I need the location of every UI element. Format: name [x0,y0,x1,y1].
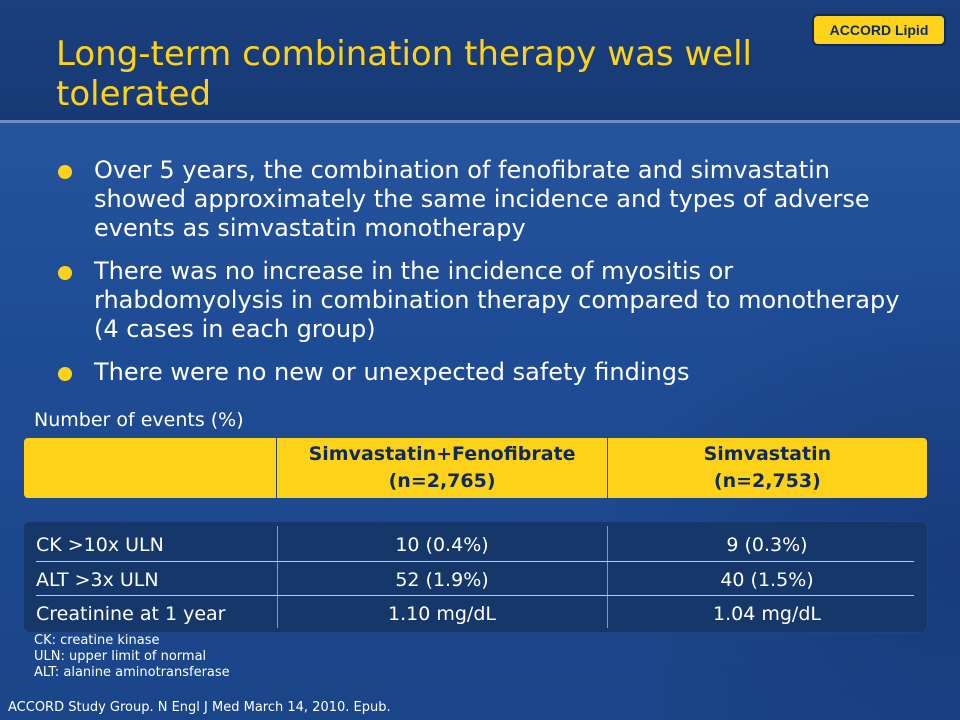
bullet-dot-icon [58,165,72,179]
bullet-dot-icon [58,367,72,381]
row-label: CK >10x ULN [36,534,164,556]
header-label: Simvastatin [703,443,832,465]
title-divider [0,120,960,123]
header-cell-monotherapy: Simvastatin (n=2,753) [608,438,927,498]
column-divider [607,526,608,628]
table-body: CK >10x ULN 10 (0.4%) 9 (0.3%) ALT >3x U… [24,522,927,632]
monotherapy-value: 40 (1.5%) [720,569,814,591]
note-line: CK: creatine kinase [34,633,160,648]
bullet-list: Over 5 years, the combination of fenofib… [58,156,928,401]
row-label: ALT >3x ULN [36,569,159,591]
bullet-item: There were no new or unexpected safety f… [58,358,928,387]
combination-value: 10 (0.4%) [395,534,489,556]
page-title: Long-term combination therapy was well t… [56,34,752,114]
citation: ACCORD Study Group. N Engl J Med March 1… [8,700,391,715]
abbreviation-notes: CK: creatine kinase ULN: upper limit of … [34,633,230,681]
table-caption: Number of events (%) [34,409,244,431]
title-bar [0,0,960,120]
table-row: CK >10x ULN 10 (0.4%) 9 (0.3%) [24,528,927,562]
combination-value: 1.10 mg/dL [388,603,496,625]
table-row: ALT >3x ULN 52 (1.9%) 40 (1.5%) [24,563,927,597]
header-label: Simvastatin+Fenofibrate [308,443,576,465]
bullet-item: There was no increase in the incidence o… [58,257,928,344]
header-cell-combination: Simvastatin+Fenofibrate (n=2,765) [277,438,608,498]
note-line: ULN: upper limit of normal [34,649,207,664]
row-divider [36,595,914,596]
table-row: Creatinine at 1 year 1.10 mg/dL 1.04 mg/… [24,597,927,631]
header-cell-empty [24,438,278,498]
header-sublabel: (n=2,753) [713,470,821,492]
note-line: ALT: alanine aminotransferase [34,665,230,680]
bullet-text: There were no new or unexpected safety f… [94,358,690,386]
row-divider [36,561,914,562]
bullet-text: Over 5 years, the combination of fenofib… [94,156,870,242]
column-divider [277,526,278,628]
header-sublabel: (n=2,765) [388,470,496,492]
combination-value: 52 (1.9%) [395,569,489,591]
study-badge: ACCORD Lipid [812,14,946,46]
monotherapy-value: 9 (0.3%) [726,534,808,556]
bullet-text: There was no increase in the incidence o… [94,257,900,343]
monotherapy-value: 1.04 mg/dL [713,603,821,625]
bullet-dot-icon [58,266,72,280]
row-label: Creatinine at 1 year [36,603,226,625]
bullet-item: Over 5 years, the combination of fenofib… [58,156,928,243]
table-header: Simvastatin+Fenofibrate (n=2,765) Simvas… [24,438,927,498]
